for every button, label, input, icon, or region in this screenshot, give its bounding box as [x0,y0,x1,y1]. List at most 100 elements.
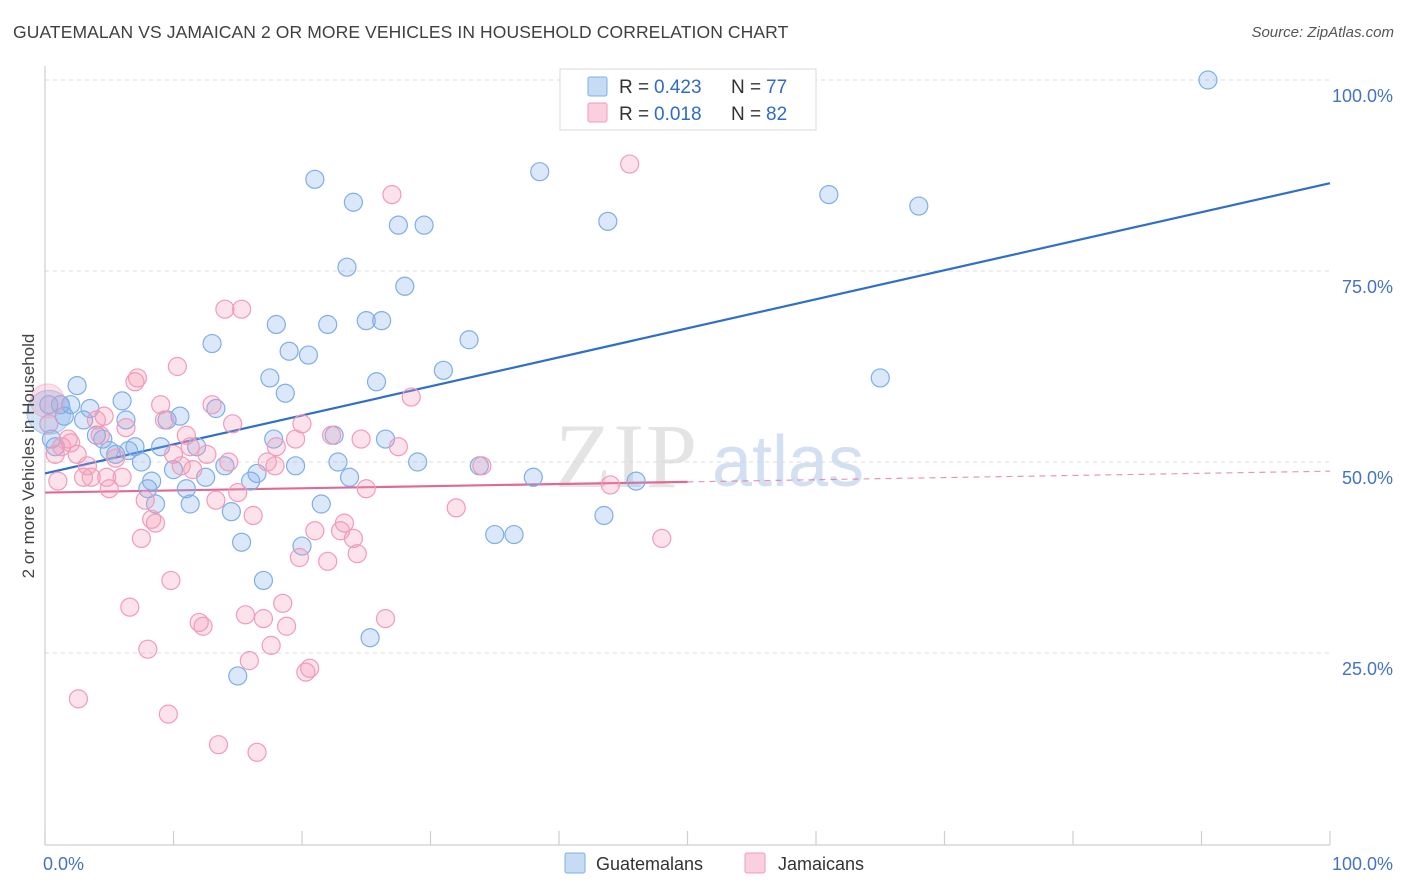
point-jamaicans-65 [318,551,338,571]
point-guatemalans-67 [504,524,524,545]
point-jamaicans-27 [151,395,171,415]
point-guatemalans-41 [275,383,295,403]
point-guatemalans-34 [232,532,252,552]
point-jamaicans-56 [266,437,286,457]
point-jamaicans-51 [247,742,267,762]
legend-swatch-jamaicans [587,102,608,123]
point-guatemalans-53 [343,192,363,212]
point-jamaicans-5 [61,433,81,453]
point-jamaicans-15 [99,479,119,499]
y-tick-label-2: 75.0% [1342,277,1393,297]
point-jamaicans-76 [401,387,421,407]
point-guatemalans-51 [337,257,357,277]
point-guatemalans-29 [202,333,222,354]
point-jamaicans-25 [142,509,162,529]
legend-n-label-jamaicans: N = [731,104,761,125]
point-guatemalans-48 [318,314,338,335]
point-jamaicans-70 [347,544,367,564]
point-guatemalans-20 [145,494,166,514]
point-guatemalans-14 [116,410,136,430]
x-tick-labels: 0.0% 100.0% [43,854,1393,874]
bottom-legend: Guatemalans Jamaicans [564,852,864,874]
point-jamaicans-47 [232,299,252,319]
point-jamaicans-58 [276,616,297,636]
point-jamaicans-22 [131,528,151,549]
legend-n-value-jamaicans: 82 [766,104,787,125]
point-jamaicans-36 [183,460,203,480]
point-jamaicans-77 [446,498,466,518]
point-jamaicans-13 [94,406,114,426]
point-jamaicans-61 [292,414,312,434]
point-guatemalans-76 [1198,70,1218,90]
point-jamaicans-33 [171,456,191,476]
point-guatemalans-6 [67,376,87,396]
point-guatemalans-24 [170,406,190,426]
scatter-points [26,70,1218,762]
point-jamaicans-79 [600,475,621,495]
point-cluster-guatemalans [26,389,72,435]
point-jamaicans-32 [167,356,187,377]
point-jamaicans-17 [112,467,132,487]
point-jamaicans-30 [161,570,181,591]
point-guatemalans-39 [264,429,284,449]
point-guatemalans-0 [39,395,59,415]
point-jamaicans-10 [81,467,101,487]
point-guatemalans-38 [260,368,280,388]
watermark-atlas: atlas [712,422,864,502]
watermark: ZIP atlas [555,405,864,507]
point-guatemalans-35 [241,471,261,491]
point-guatemalans-33 [228,666,248,686]
point-jamaicans-48 [235,605,256,625]
point-guatemalans-17 [131,452,151,472]
point-guatemalans-61 [408,452,428,472]
point-jamaicans-71 [351,429,371,449]
point-jamaicans-14 [97,467,117,487]
legend-swatch-guatemalans [587,76,608,97]
point-guatemalans-70 [594,505,614,526]
point-jamaicans-7 [68,689,89,709]
point-cluster-jamaicans [30,383,66,419]
point-jamaicans-46 [228,482,248,503]
point-jamaicans-44 [219,452,239,472]
point-guatemalans-62 [414,215,434,235]
point-jamaicans-75 [388,437,408,457]
point-jamaicans-9 [77,456,98,476]
point-jamaicans-35 [180,437,200,457]
point-jamaicans-64 [305,521,325,541]
point-guatemalans-57 [372,311,392,331]
point-jamaicans-29 [158,704,178,724]
point-guatemalans-63 [433,360,453,380]
legend-n-value-guatemalans: 77 [766,77,787,98]
y-tick-label-1: 50.0% [1342,468,1393,488]
point-guatemalans-30 [206,398,226,419]
point-guatemalans-64 [459,330,479,350]
point-jamaicans-39 [197,444,217,464]
point-jamaicans-12 [90,425,110,445]
point-jamaicans-42 [208,735,229,755]
point-jamaicans-40 [202,395,222,415]
point-guatemalans-46 [305,169,325,189]
point-jamaicans-31 [163,444,184,464]
point-jamaicans-80 [620,154,640,174]
point-jamaicans-60 [289,547,310,568]
point-guatemalans-56 [366,372,387,392]
point-guatemalans-75 [909,196,929,216]
point-jamaicans-28 [154,410,175,430]
point-guatemalans-73 [819,185,839,205]
point-guatemalans-59 [388,215,408,235]
point-jamaicans-2 [48,471,68,491]
point-guatemalans-42 [279,341,299,361]
y-tick-labels: 25.0% 50.0% 75.0% 100.0% [1332,86,1393,679]
point-jamaicans-34 [176,425,196,445]
point-jamaicans-74 [382,185,402,205]
x-tick-label-0: 0.0% [43,854,84,874]
point-guatemalans-60 [395,276,415,296]
point-guatemalans-54 [356,311,376,331]
point-guatemalans-55 [360,628,380,648]
point-jamaicans-21 [127,368,148,388]
point-jamaicans-8 [73,467,94,487]
point-jamaicans-18 [116,418,136,438]
legend-r-label-jamaicans: R = [619,104,649,125]
gridlines [45,79,1330,654]
